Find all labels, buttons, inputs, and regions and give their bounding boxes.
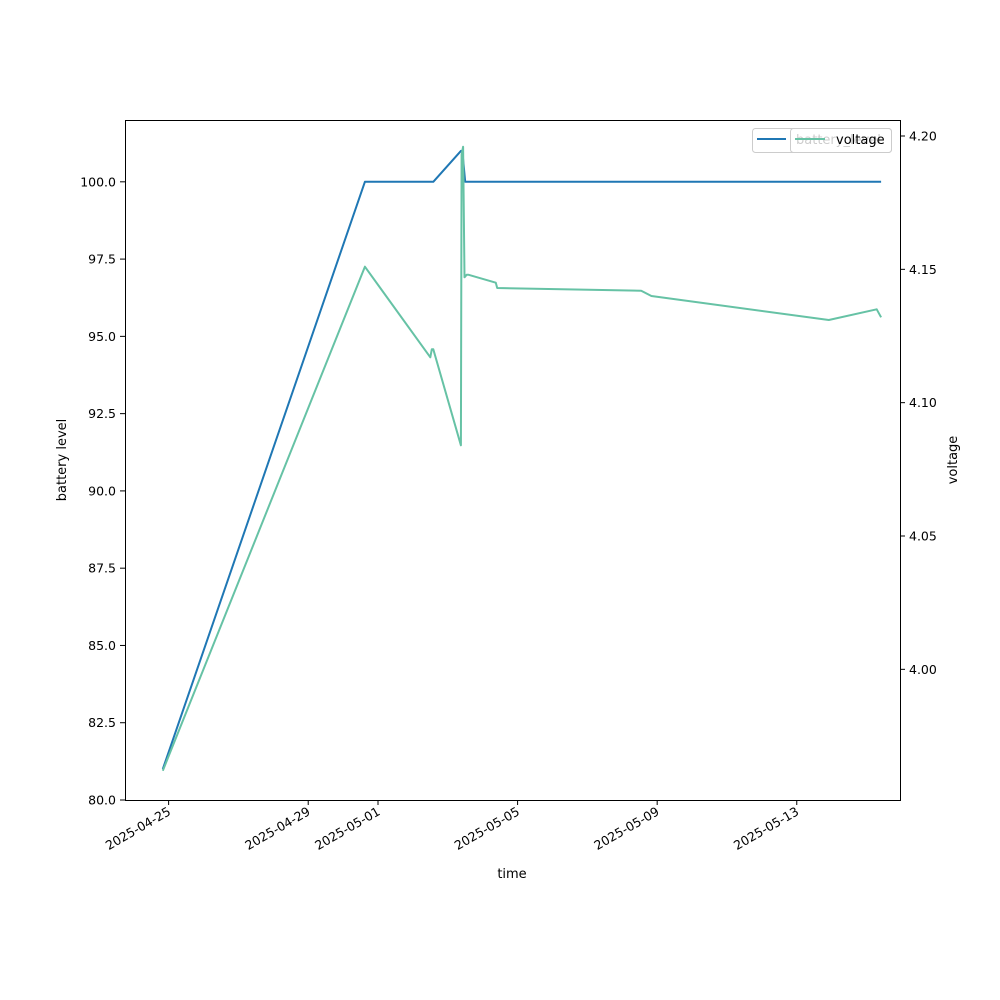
right-y-axis: 4.00 4.05 4.10 4.15 4.20 (900, 129, 937, 677)
left-y-axis-label: battery level (55, 419, 70, 502)
right-y-tick-label: 4.15 (909, 262, 937, 277)
left-y-tick-label: 85.0 (88, 638, 116, 653)
series-line-battery-level (161, 149, 882, 770)
x-axis-label: time (497, 867, 526, 882)
right-y-tick-label: 4.05 (909, 529, 937, 544)
series-line-voltage (161, 145, 882, 772)
right-y-tick-label: 4.00 (909, 662, 937, 677)
left-y-tick-label: 92.5 (88, 406, 116, 421)
left-y-tick-label: 100.0 (80, 174, 116, 189)
left-y-tick-label: 97.5 (88, 252, 116, 267)
left-y-tick-label: 80.0 (88, 793, 116, 808)
legend-frame (790, 128, 892, 153)
right-y-tick-label: 4.20 (909, 129, 937, 144)
left-y-tick-label: 87.5 (88, 561, 116, 576)
plot-frame (125, 120, 901, 801)
left-y-tick-label: 95.0 (88, 329, 116, 344)
left-y-tick-label: 90.0 (88, 483, 116, 498)
right-y-tick-label: 4.10 (909, 395, 937, 410)
left-y-tick-label: 82.5 (88, 715, 116, 730)
right-y-axis-label: voltage (946, 436, 961, 485)
legend-voltage: voltage (790, 128, 892, 153)
series-lines (161, 145, 882, 772)
left-y-axis: 80.0 82.5 85.0 87.5 90.0 92.5 95.0 97.5 100.0 (80, 174, 125, 808)
legend-label-voltage: voltage (836, 133, 885, 148)
